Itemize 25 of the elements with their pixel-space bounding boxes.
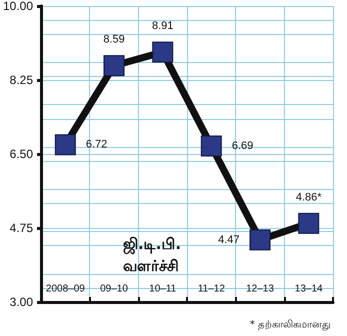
data-label: 6.72 [86,138,108,151]
point [298,212,320,234]
x-tick-label: 13–14 [294,284,324,294]
y-tick-label: 8.25 [10,73,34,87]
data-label: 8.91 [152,20,174,32]
text: ஜி.டி.பி. வளர்ச்சி [123,235,182,275]
y-tick-label: 6.50 [10,147,34,161]
point [200,135,222,156]
x-tick-label: 09–10 [100,284,128,294]
point [250,229,271,250]
point [152,42,174,63]
y-tick-label: 10.00 [3,0,34,13]
data-label: 6.69 [232,140,254,152]
point [54,134,76,156]
x-tick-label: 11–12 [198,284,226,294]
x-tick-label: 2008–09 [46,284,86,294]
y-tick-label: 4.75 [10,221,34,235]
x-tick-label: 12–13 [246,284,274,294]
text: * தற்காலிகமானது [250,320,332,330]
y-tick-label: 3.00 [10,295,34,309]
data-label: 4.47 [218,234,240,246]
data-label: 4.86* [296,191,322,204]
point [104,55,125,76]
data-label: 8.59 [103,34,125,46]
x-tick-label: 10–11 [149,284,177,294]
